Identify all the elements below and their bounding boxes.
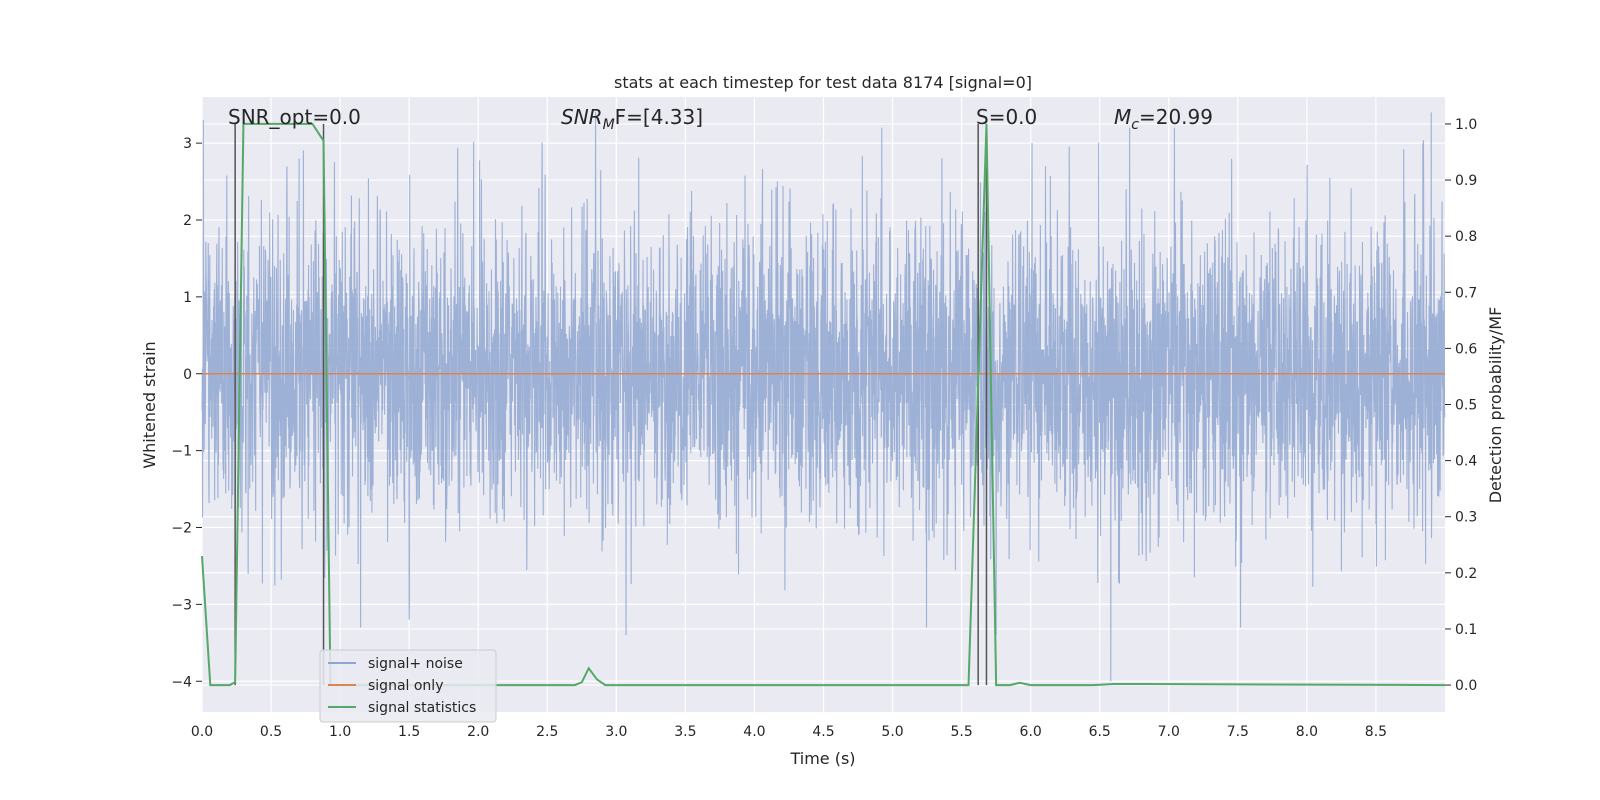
- annotation-snr-mf-rest: F=[4.33]: [615, 105, 703, 129]
- y2-tick-label: 0.6: [1455, 341, 1477, 357]
- y2-tick-label: 0.8: [1455, 229, 1477, 245]
- x-tick-label: 8.0: [1296, 724, 1318, 740]
- legend-label-signal-noise: signal+ noise: [368, 656, 463, 672]
- x-tick-label: 2.5: [536, 724, 558, 740]
- y2-tick-label: 0.7: [1455, 285, 1477, 301]
- y2-tick-label: 0.9: [1455, 173, 1477, 189]
- annotation-snr-mf-sub: M: [603, 117, 615, 133]
- x-tick-label: 3.5: [674, 724, 696, 740]
- x-tick-label: 7.5: [1227, 724, 1249, 740]
- annotation-snr-mf-main: SNR: [561, 105, 603, 129]
- x-axis-title: Time (s): [789, 749, 855, 768]
- x-tick-label: 5.5: [950, 724, 972, 740]
- annotation-mc: Mc=20.99: [1114, 105, 1213, 133]
- y2-tick-label: 0.0: [1455, 678, 1477, 694]
- annotation-mc-main: M: [1114, 105, 1131, 129]
- y-tick-label: −2: [171, 521, 192, 537]
- y2-tick-label: 0.1: [1455, 622, 1477, 638]
- y-axis-ticks: 3 2 1 0 −1 −2 −3 −4: [171, 136, 202, 690]
- y-tick-label: 2: [183, 213, 192, 229]
- series-signal-noise: [201, 112, 1446, 682]
- x-tick-label: 3.0: [605, 724, 627, 740]
- y-tick-label: −3: [171, 597, 192, 613]
- x-tick-label: 7.0: [1158, 724, 1180, 740]
- y2-axis-ticks: 1.0 0.9 0.8 0.7 0.6 0.5 0.4 0.3 0.2 0.1 0.0: [1445, 117, 1477, 694]
- annotation-snr-opt: SNR_opt=0.0: [228, 105, 361, 129]
- y-tick-label: 0: [183, 367, 192, 383]
- statistics-line: [201, 122, 1446, 687]
- x-tick-label: 4.0: [743, 724, 765, 740]
- y2-axis-title: Detection probability/MF: [1486, 307, 1505, 504]
- x-tick-label: 2.0: [467, 724, 489, 740]
- legend: signal+ noise signal only signal statist…: [319, 649, 497, 723]
- y2-tick-label: 0.2: [1455, 566, 1477, 582]
- x-tick-label: 0.5: [260, 724, 282, 740]
- annotation-mc-sub: c: [1131, 117, 1139, 133]
- y-tick-label: 1: [183, 290, 192, 306]
- annotation-snr-mf: SNRMF=[4.33]: [561, 105, 703, 133]
- noise-line: [201, 112, 1446, 682]
- x-axis-ticks: 0.0 0.5 1.0 1.5 2.0 2.5 3.0 3.5 4.0 4.5 5.0 5.5 6.0 6…: [191, 724, 1387, 740]
- x-tick-label: 1.5: [398, 724, 420, 740]
- chart-title: stats at each timestep for test data 817…: [614, 73, 1032, 92]
- y-tick-label: −4: [171, 674, 192, 690]
- y2-tick-label: 0.5: [1455, 398, 1477, 414]
- x-tick-label: 6.0: [1020, 724, 1042, 740]
- y2-tick-label: 1.0: [1455, 117, 1477, 133]
- legend-label-signal-statistics: signal statistics: [368, 700, 476, 716]
- y-axis-title: Whitened strain: [140, 341, 159, 468]
- legend-box: [319, 649, 497, 723]
- series-signal-statistics: [201, 122, 1446, 687]
- y-tick-label: −1: [171, 444, 192, 460]
- x-tick-label: 6.5: [1089, 724, 1111, 740]
- x-tick-label: 5.0: [881, 724, 903, 740]
- x-tick-label: 8.5: [1365, 724, 1387, 740]
- y-tick-label: 3: [183, 136, 192, 152]
- y2-tick-label: 0.3: [1455, 510, 1477, 526]
- y2-tick-label: 0.4: [1455, 454, 1477, 470]
- x-tick-label: 1.0: [329, 724, 351, 740]
- x-tick-label: 4.5: [812, 724, 834, 740]
- legend-label-signal-only: signal only: [368, 678, 443, 694]
- x-tick-label: 0.0: [191, 724, 213, 740]
- annotation-s: S=0.0: [976, 105, 1037, 129]
- annotation-mc-rest: =20.99: [1139, 105, 1213, 129]
